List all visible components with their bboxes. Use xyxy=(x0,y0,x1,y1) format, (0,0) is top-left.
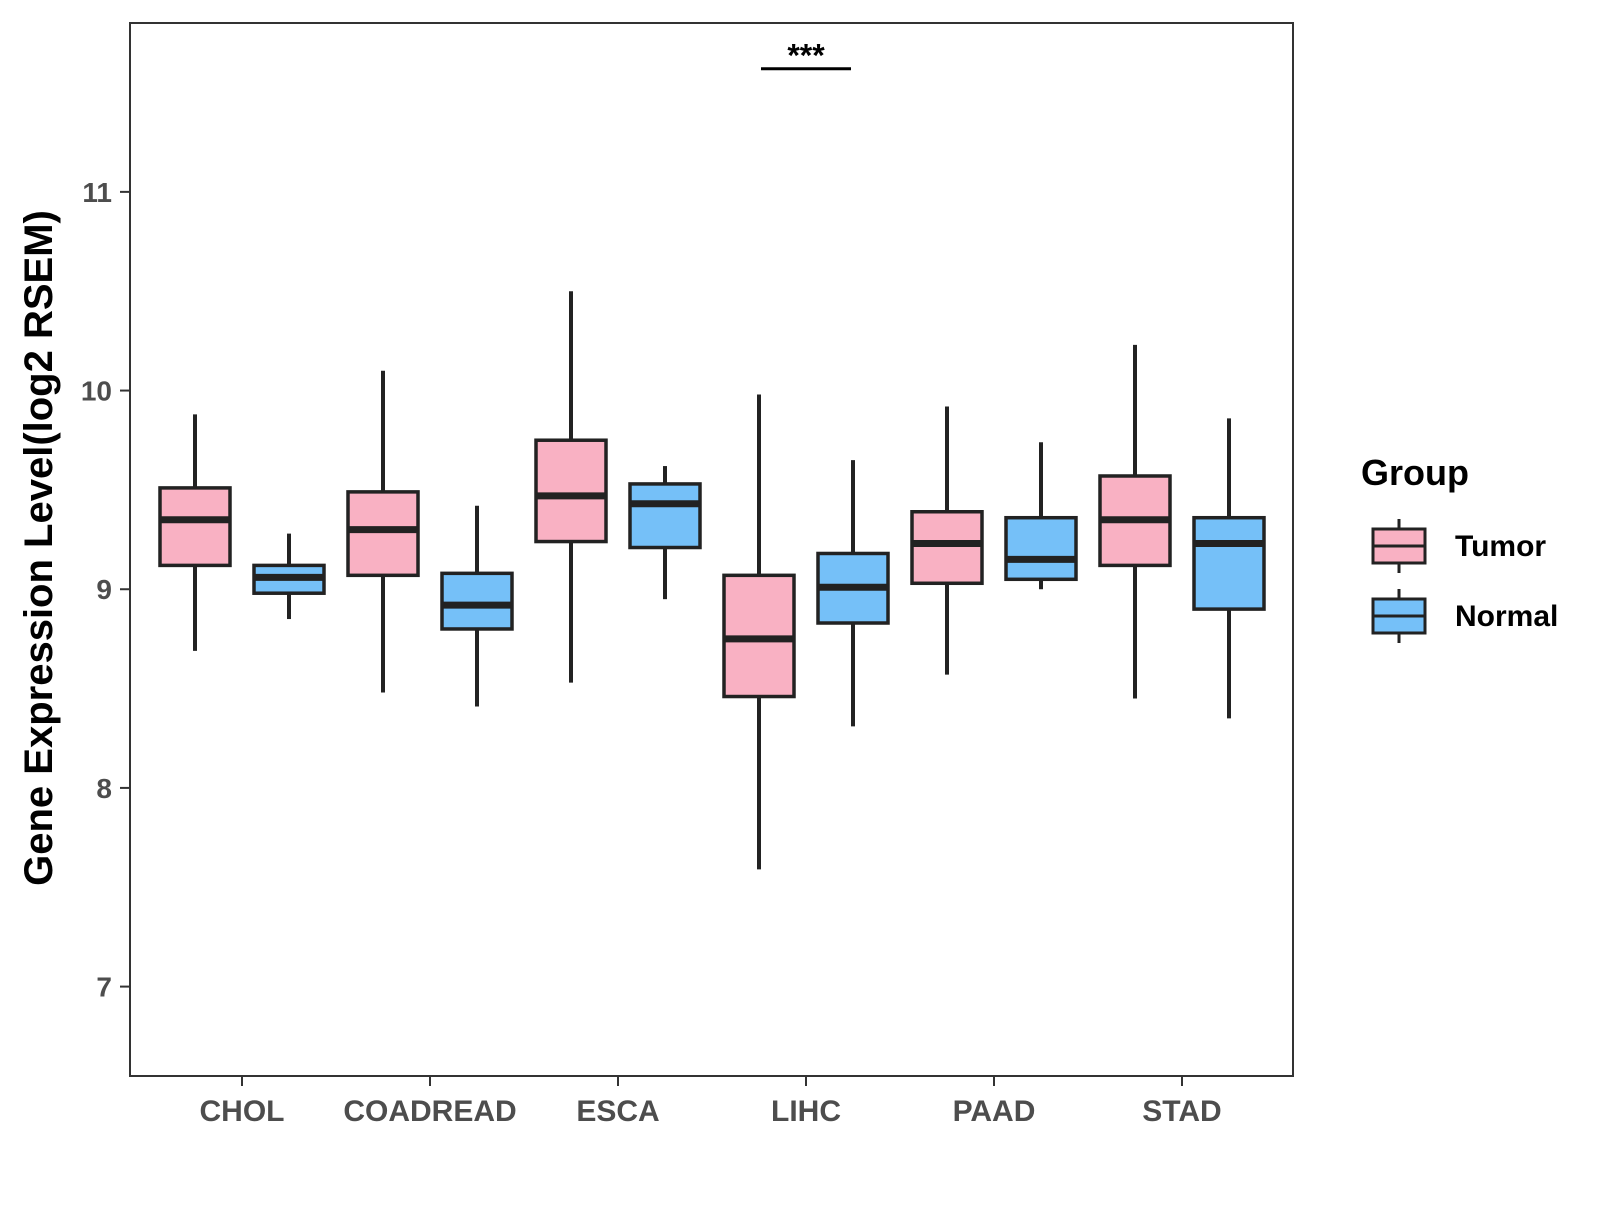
y-tick-label: 7 xyxy=(96,972,112,1003)
y-tick-label: 8 xyxy=(96,773,112,804)
iqr-box xyxy=(910,510,984,586)
x-axis: CHOL COADREAD ESCA LIHC PAAD STAD xyxy=(200,1076,1222,1128)
iqr-box xyxy=(440,571,514,631)
iqr-box xyxy=(628,482,702,550)
x-tick-label: LIHC xyxy=(771,1095,841,1128)
legend-item-tumor: Tumor xyxy=(1371,519,1546,573)
legend-item-normal: Normal xyxy=(1371,589,1558,643)
iqr-box xyxy=(1192,515,1266,611)
x-tick-label: PAAD xyxy=(953,1095,1036,1128)
normal-box-lihc xyxy=(816,460,890,727)
iqr-box xyxy=(1004,515,1078,582)
legend-label: Normal xyxy=(1455,600,1558,633)
legend: Group Tumor Normal xyxy=(1361,452,1558,643)
x-tick-label: STAD xyxy=(1142,1095,1221,1128)
iqr-box xyxy=(534,438,608,544)
y-axis: 7 8 9 10 11 xyxy=(81,177,130,1003)
y-tick-label: 10 xyxy=(81,376,112,407)
tumor-box-coadread xyxy=(346,370,420,693)
normal-box-coadread xyxy=(440,505,514,707)
tumor-box-stad xyxy=(1098,344,1172,699)
normal-box-esca xyxy=(628,466,702,600)
tumor-box-chol xyxy=(158,414,232,651)
y-tick-label: 9 xyxy=(96,574,112,605)
legend-items: Tumor Normal xyxy=(1371,519,1558,643)
legend-label: Tumor xyxy=(1455,530,1546,563)
iqr-box xyxy=(346,490,420,578)
legend-title: Group xyxy=(1361,452,1469,493)
tumor-box-lihc xyxy=(722,394,796,870)
tumor-box-esca xyxy=(534,291,608,683)
tumor-box-paad xyxy=(910,406,984,675)
significance-layer: *** xyxy=(761,38,851,74)
x-tick-label: COADREAD xyxy=(343,1095,516,1128)
significance-label: *** xyxy=(787,38,825,74)
y-tick-label: 11 xyxy=(82,177,112,208)
x-tick-label: ESCA xyxy=(576,1095,659,1128)
normal-box-stad xyxy=(1192,418,1266,719)
x-tick-label: CHOL xyxy=(200,1095,285,1128)
normal-box-paad xyxy=(1004,442,1078,590)
normal-box-chol xyxy=(252,533,326,620)
iqr-box xyxy=(158,486,232,568)
y-axis-title: Gene Expression Level(log2 RSEM) xyxy=(17,210,61,886)
box-layer xyxy=(158,291,1266,870)
